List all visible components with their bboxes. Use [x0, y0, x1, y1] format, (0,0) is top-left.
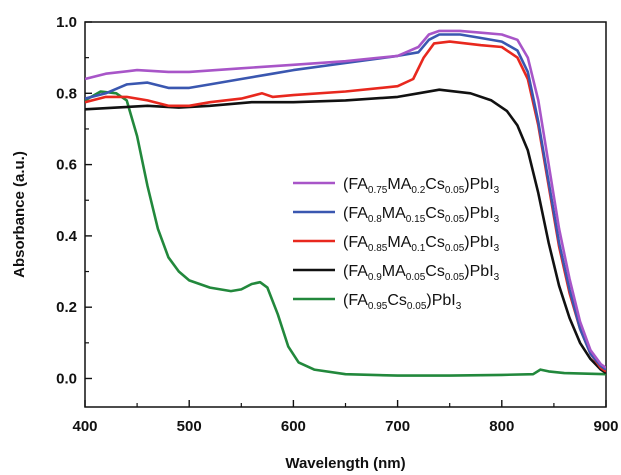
series-lines	[85, 29, 606, 377]
y-axis-title: Absorbance (a.u.)	[11, 151, 28, 278]
x-tick-label: 800	[489, 418, 514, 435]
axis-ticks: 400 500 600 700 800 900 0.0 0.2 0.4 0.6 0.8 1.0	[56, 14, 618, 435]
series-line-2	[85, 33, 606, 371]
x-axis-title: Wavelength (nm)	[285, 455, 405, 472]
series-line-4	[85, 88, 606, 375]
y-tick-label: 0.6	[56, 157, 77, 174]
y-tick-label: 0.0	[56, 370, 77, 387]
x-tick-label: 900	[593, 418, 618, 435]
y-tick-label: 0.4	[56, 228, 78, 245]
y-tick-label: 1.0	[56, 14, 77, 31]
legend: (FA0.75MA0.2Cs0.05)PbI3 (FA0.8MA0.15Cs0.0…	[293, 176, 500, 312]
x-tick-label: 700	[385, 418, 410, 435]
legend-label: (FA0.85MA0.1Cs0.05)PbI3	[343, 234, 500, 254]
y-tick-label: 0.2	[56, 299, 77, 316]
legend-label: (FA0.9MA0.05Cs0.05)PbI3	[343, 263, 500, 283]
series-line-5	[85, 90, 606, 377]
legend-label: (FA0.8MA0.15Cs0.05)PbI3	[343, 205, 500, 225]
x-tick-label: 600	[281, 418, 306, 435]
y-tick-label: 0.8	[56, 85, 77, 102]
legend-label: (FA0.75MA0.2Cs0.05)PbI3	[343, 176, 500, 196]
legend-label: (FA0.95Cs0.05)PbI3	[343, 292, 462, 312]
x-tick-label: 400	[72, 418, 97, 435]
x-tick-label: 500	[177, 418, 202, 435]
series-line-1	[85, 29, 606, 369]
